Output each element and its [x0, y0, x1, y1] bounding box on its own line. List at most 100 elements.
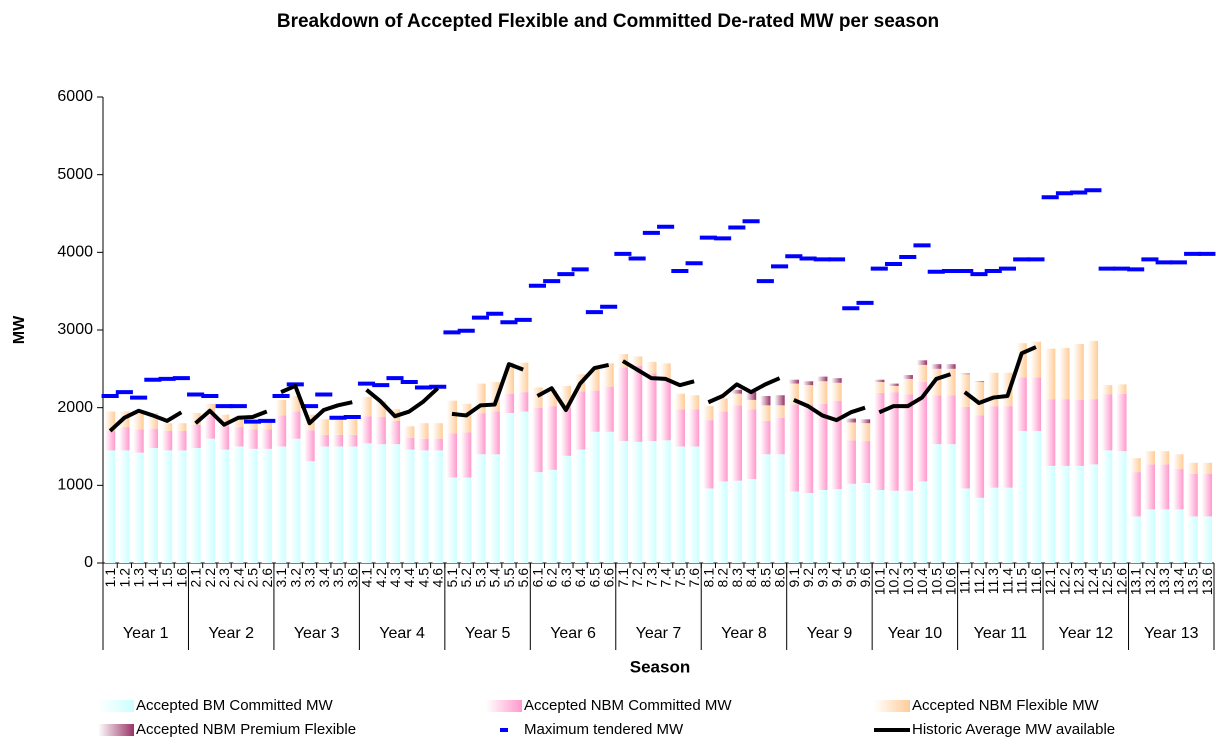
bar-segment — [1045, 465, 1056, 563]
bar-segment — [1116, 393, 1127, 452]
y-axis-label: MW — [11, 315, 28, 344]
bar-segment — [560, 455, 572, 563]
bar-segment — [916, 360, 928, 365]
bar-segment — [503, 413, 515, 563]
bar-segment — [774, 454, 785, 563]
group-label: Year 4 — [379, 625, 425, 642]
bar-segment — [973, 415, 985, 498]
bar-segment — [988, 487, 999, 563]
bar-segment — [603, 363, 614, 387]
bar-segment — [703, 488, 714, 563]
bar-segment — [959, 406, 970, 489]
bar-segment — [218, 426, 230, 450]
bar-segment — [361, 443, 372, 563]
bar-segment — [617, 367, 629, 442]
bar-segment — [717, 398, 728, 412]
x-tick-label: 12.6 — [1113, 568, 1129, 595]
bar-segment — [261, 448, 272, 563]
bar-segment — [518, 411, 529, 563]
bar-segment — [802, 404, 814, 494]
bar-segment — [532, 387, 543, 408]
bar-segment — [147, 413, 158, 429]
y-tick-label: 1000 — [57, 477, 93, 494]
x-tick-label: 11.2 — [971, 568, 987, 594]
historic-line — [194, 408, 268, 427]
bar-segment — [104, 450, 116, 563]
bar-segment — [1159, 451, 1170, 465]
bar-segment — [1045, 399, 1056, 466]
bar-segment — [688, 446, 700, 563]
bar-segment — [1087, 340, 1099, 400]
bar-segment — [1073, 465, 1084, 563]
bar-segment — [1116, 384, 1127, 394]
bar-segment — [560, 385, 572, 408]
bar-segment — [916, 382, 928, 482]
x-tick-label: 13.6 — [1199, 568, 1215, 595]
bar-segment — [831, 489, 842, 563]
bar-segment — [1087, 464, 1099, 563]
bar-segment — [1102, 394, 1113, 451]
historic-line — [451, 362, 524, 418]
bar-segment — [760, 454, 771, 563]
x-tick-label: 12.1 — [1042, 568, 1058, 595]
bar-segment — [546, 469, 557, 563]
bar-segment — [1002, 406, 1013, 488]
bar-segment — [774, 417, 785, 455]
bar-segment — [603, 386, 614, 432]
bar-segment — [731, 480, 742, 563]
x-tick-label: 3.1 — [273, 568, 289, 588]
x-tick-label: 10.3 — [900, 568, 916, 595]
x-tick-label: 11.6 — [1028, 568, 1044, 594]
bar-segment — [959, 373, 970, 375]
bar-segment — [532, 407, 543, 473]
bar-segment — [902, 375, 913, 379]
x-tick-label: 4.2 — [373, 568, 389, 588]
bar-segment — [646, 441, 657, 563]
bar-segment — [1201, 516, 1213, 563]
bar-segment — [518, 362, 529, 393]
bar-segment — [745, 399, 757, 410]
bar-segment — [1059, 465, 1070, 563]
bar-segment — [461, 477, 472, 563]
bar-segment — [218, 414, 230, 427]
bar-segment — [1144, 509, 1156, 563]
bar-segment — [347, 419, 358, 435]
historic-line — [280, 383, 353, 426]
bar-segment — [817, 376, 828, 382]
bar-segment — [489, 411, 500, 455]
historic-line — [963, 345, 1037, 406]
x-tick-label: 2.1 — [188, 568, 204, 588]
bar-segment — [489, 382, 500, 412]
bar-segment — [304, 461, 315, 563]
bar-segment — [1030, 341, 1042, 378]
bar-segment — [332, 434, 344, 447]
bar-segment — [674, 446, 685, 563]
x-tick-label: 2.3 — [216, 568, 232, 588]
x-tick-label: 5.4 — [487, 568, 503, 588]
x-tick-label: 6.3 — [558, 568, 574, 588]
legend-label: Historic Average MW available — [912, 721, 1115, 738]
bar-segment — [945, 364, 956, 369]
x-tick-label: 10.2 — [886, 568, 902, 595]
x-tick-label: 9.2 — [800, 568, 816, 588]
x-tick-label: 4.3 — [387, 568, 403, 588]
x-tick-label: 4.4 — [401, 568, 417, 588]
bar-segment — [176, 423, 187, 431]
bar-segment — [931, 364, 942, 369]
historic-line — [707, 376, 781, 405]
x-tick-label: 3.4 — [316, 568, 332, 588]
x-tick-label: 9.1 — [786, 568, 802, 588]
bar-segment — [104, 411, 116, 431]
bar-segment — [973, 497, 985, 563]
bar-segment — [418, 423, 429, 439]
bar-segment — [247, 421, 258, 430]
bar-segment — [318, 419, 329, 435]
x-tick-label: 4.1 — [359, 568, 375, 588]
group-label: Year 11 — [974, 625, 1027, 642]
bar-segment — [290, 396, 301, 412]
y-tick-label: 0 — [84, 554, 93, 571]
legend-label: Accepted NBM Premium Flexible — [136, 721, 356, 738]
x-tick-label: 8.1 — [700, 568, 716, 588]
x-tick-label: 5.5 — [501, 568, 517, 588]
bar-segment — [1187, 516, 1198, 563]
